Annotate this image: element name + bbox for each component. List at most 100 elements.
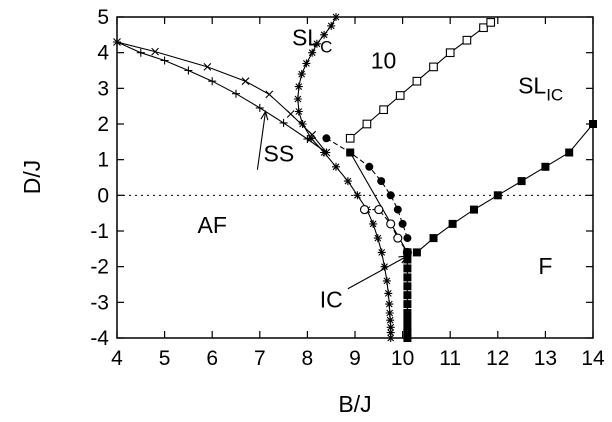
open-circle-glyph	[359, 205, 370, 215]
filled-circle-glyph	[403, 234, 412, 243]
x-tick-label: 8	[302, 347, 314, 370]
marker-star-left	[385, 309, 394, 317]
marker-star-left	[320, 30, 329, 39]
marker-star-left	[307, 134, 316, 143]
filled-square-glyph	[403, 282, 412, 291]
x-axis-label: B/J	[338, 391, 371, 417]
marker-star-left	[343, 177, 352, 186]
filled-square-glyph	[403, 264, 412, 273]
series-line-cross	[117, 41, 327, 153]
filled-square-glyph	[541, 162, 550, 171]
marker-open-square	[445, 48, 455, 58]
marker-cross	[151, 47, 159, 56]
filled-circle-glyph	[365, 162, 374, 171]
region-label-main: IC	[320, 287, 343, 313]
filled-square-glyph	[448, 219, 457, 228]
y-tick-label: -4	[90, 327, 109, 350]
star-glyph	[382, 276, 391, 285]
plus-glyph	[232, 89, 240, 98]
marker-filled-square-vertical	[403, 323, 412, 332]
marker-filled-square-right	[517, 177, 526, 186]
cross-glyph	[241, 77, 250, 86]
open-square-glyph	[345, 133, 355, 143]
region-label-main: F	[538, 253, 552, 279]
marker-filled-circle	[398, 219, 407, 228]
x-tick-label: 11	[439, 347, 461, 370]
open-square-glyph	[486, 18, 496, 27]
marker-filled-square-vertical	[403, 248, 412, 257]
marker-filled-square-right	[565, 148, 574, 157]
marker-star-left	[312, 39, 321, 48]
marker-filled-square-vertical	[403, 264, 412, 273]
marker-filled-square-vertical	[403, 309, 412, 317]
plus-glyph	[184, 66, 193, 75]
marker-plus	[208, 77, 217, 86]
filled-square-glyph	[403, 248, 412, 257]
plus-glyph	[208, 77, 217, 86]
arrow-layer	[256, 110, 409, 290]
marker-star-left	[384, 289, 393, 298]
star-glyph	[353, 191, 362, 200]
marker-plus	[279, 118, 288, 127]
region-label-af: AF	[198, 212, 227, 238]
filled-square-glyph	[403, 328, 412, 337]
marker-open-square	[462, 35, 472, 45]
marker-open-square	[379, 105, 388, 115]
star-glyph	[373, 234, 382, 243]
open-circle-glyph	[374, 205, 384, 215]
marker-filled-circle	[386, 191, 395, 200]
marker-star-left	[294, 107, 303, 116]
marker-open-circle	[359, 205, 370, 215]
filled-circle-glyph	[386, 191, 395, 200]
marker-star-left	[327, 21, 336, 30]
marker-filled-square-vertical	[403, 255, 412, 264]
x-tick-label: 9	[349, 347, 361, 370]
filled-square-glyph	[403, 291, 412, 300]
marker-open-square	[395, 91, 405, 100]
marker-star-left	[369, 219, 378, 228]
marker-open-square	[412, 76, 422, 86]
star-glyph	[308, 48, 317, 57]
marker-star-left	[308, 48, 317, 57]
cross-glyph	[151, 47, 159, 56]
ic-arrow-head	[398, 255, 409, 264]
marker-filled-circle	[377, 177, 386, 186]
star-glyph	[385, 300, 394, 309]
star-glyph	[332, 162, 340, 171]
star-glyph	[320, 30, 329, 39]
marker-filled-square-vertical	[403, 291, 412, 300]
marker-star-left	[298, 120, 307, 128]
marker-star-left	[332, 162, 340, 171]
y-tick-label: 4	[97, 42, 109, 65]
star-glyph	[294, 82, 303, 91]
series-line-filled-square-right	[416, 123, 593, 253]
marker-filled-circle	[365, 162, 374, 171]
region-label-main: SL	[518, 73, 546, 99]
marker-filled-square-right	[429, 234, 438, 243]
marker-cross	[241, 77, 250, 86]
series-line-plus	[117, 41, 327, 153]
star-glyph	[297, 70, 306, 79]
marker-open-circle	[386, 219, 396, 229]
x-tick-label: 4	[111, 347, 123, 370]
y-axis-label: D/J	[19, 160, 45, 195]
filled-square-glyph	[403, 300, 412, 309]
star-glyph	[386, 316, 395, 325]
marker-plus	[255, 103, 264, 112]
region-label-main: SS	[263, 140, 294, 166]
filled-circle-glyph	[398, 219, 407, 228]
open-square-glyph	[412, 76, 422, 86]
y-tick-label: -2	[90, 256, 109, 279]
open-square-glyph	[395, 91, 405, 100]
ss-arrow-shaft	[256, 111, 267, 170]
marker-star-left	[294, 82, 303, 91]
open-circle-glyph	[393, 233, 403, 243]
filled-square-glyph	[517, 177, 526, 186]
marker-plus	[184, 66, 193, 75]
marker-open-square	[486, 18, 496, 27]
marker-cross	[203, 63, 212, 71]
star-glyph	[386, 323, 395, 332]
marker-star-left	[373, 234, 382, 243]
ic-arrow-shaft	[347, 255, 408, 290]
